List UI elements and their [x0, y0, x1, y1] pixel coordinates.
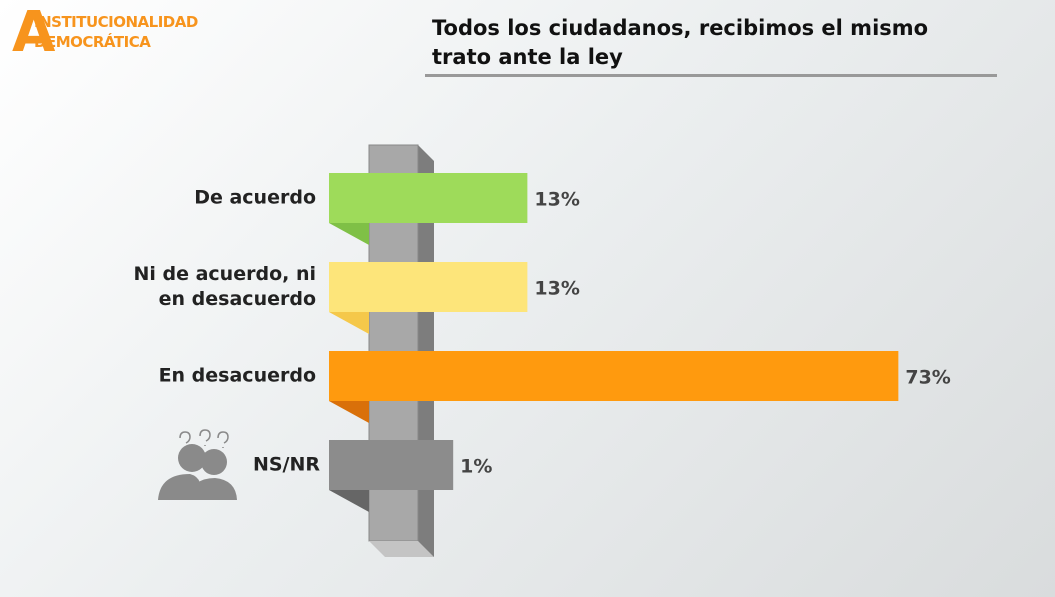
- bar: [329, 173, 528, 223]
- value-label: 73%: [905, 367, 950, 389]
- person-icon: [158, 429, 237, 500]
- category-label: De acuerdo: [194, 186, 316, 209]
- value-label: 13%: [534, 278, 579, 300]
- logo-letter: A: [12, 0, 56, 65]
- title-rule: [425, 74, 997, 77]
- value-label: 13%: [534, 189, 579, 211]
- value-label: 1%: [460, 456, 492, 478]
- category-label: Ni de acuerdo, ni en desacuerdo: [133, 263, 316, 310]
- category-label: En desacuerdo: [158, 364, 316, 387]
- bar-shadow: [329, 401, 369, 423]
- bar: [329, 351, 899, 401]
- bar: [329, 262, 528, 312]
- pillar-base: [369, 541, 434, 557]
- bar: [329, 440, 454, 490]
- logo-text: INSTITUCIONALIDAD: [34, 13, 198, 31]
- bar-shadow: [329, 490, 369, 512]
- bar-shadow: [329, 223, 369, 245]
- logo-text: DEMOCRÁTICA: [34, 33, 151, 51]
- category-label: NS/NR: [252, 453, 320, 476]
- chart-title: Todos los ciudadanos, recibimos el mismo…: [432, 16, 929, 69]
- bar-shadow: [329, 312, 369, 334]
